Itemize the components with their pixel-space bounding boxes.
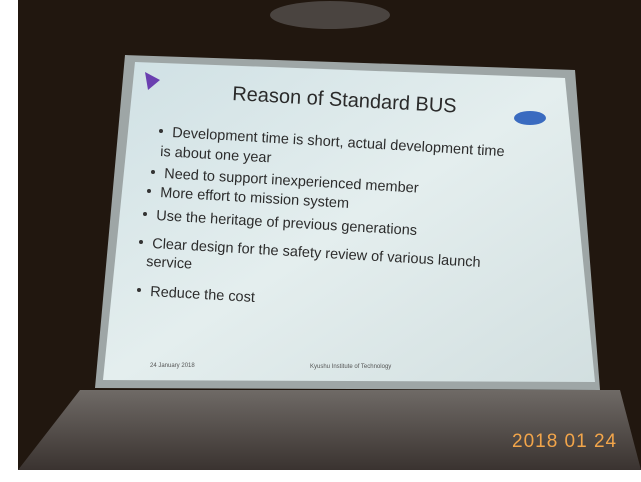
ceiling-fixture (270, 1, 390, 29)
bullet-dot (159, 129, 163, 133)
slide-footer-date: 24 January 2018 (150, 363, 195, 369)
bullet-dot (139, 240, 143, 244)
bullet-dot (137, 288, 141, 292)
photo: Reason of Standard BUSDevelopment time i… (0, 0, 641, 482)
bullet-dot (147, 189, 151, 193)
bullet-dot (143, 212, 147, 216)
bullet-text: service (146, 254, 193, 273)
slide-footer-org: Kyushu Institute of Technology (310, 364, 391, 370)
screen-stand (18, 390, 641, 470)
photo-date-stamp: 2018 01 24 (512, 431, 617, 452)
bullet-dot (151, 170, 155, 174)
slide-emblem (514, 111, 546, 125)
